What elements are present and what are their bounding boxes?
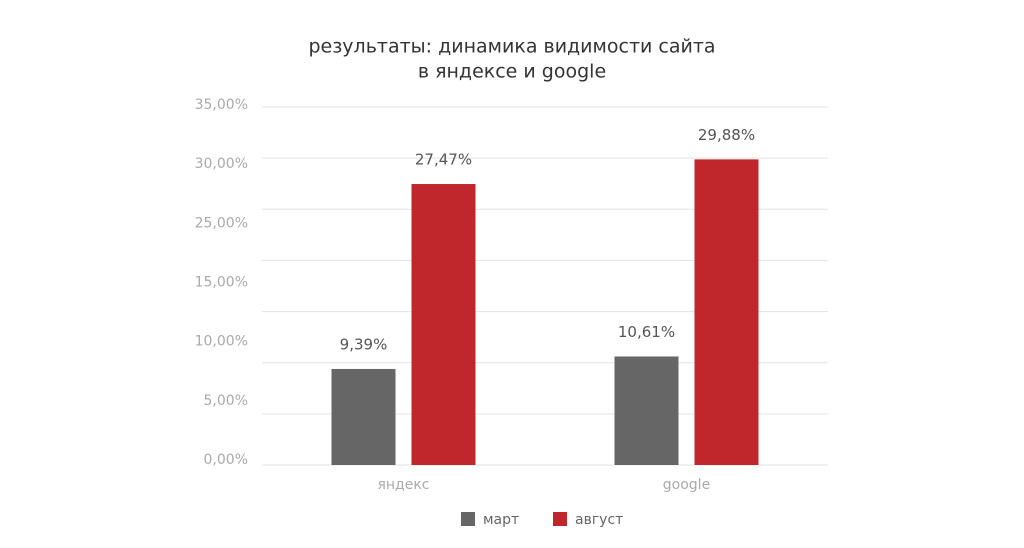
value-label: 27,47% (415, 151, 472, 169)
value-label: 9,39% (340, 335, 388, 353)
bar (411, 184, 476, 465)
bar (331, 368, 396, 465)
chart-title: в яндексе и google (418, 61, 606, 83)
legend-label: март (483, 512, 519, 528)
y-tick-label: 35,00% (195, 97, 248, 113)
y-tick-label: 30,00% (195, 156, 248, 172)
legend-swatch (553, 512, 567, 526)
bar (694, 159, 759, 465)
y-tick-label: 10,00% (195, 334, 248, 350)
x-tick-label: яндекс (377, 477, 429, 493)
bar (614, 356, 679, 465)
y-tick-label: 5,00% (204, 393, 248, 409)
chart-title: результаты: динамика видимости сайта (308, 36, 715, 58)
legend-label: август (575, 512, 623, 528)
value-label: 10,61% (618, 323, 675, 341)
x-tick-label: google (663, 477, 710, 493)
y-tick-label: 25,00% (195, 215, 248, 231)
y-tick-label: 0,00% (204, 452, 248, 468)
value-label: 29,88% (698, 126, 755, 144)
legend-swatch (461, 512, 475, 526)
y-tick-label: 15,00% (195, 275, 248, 291)
